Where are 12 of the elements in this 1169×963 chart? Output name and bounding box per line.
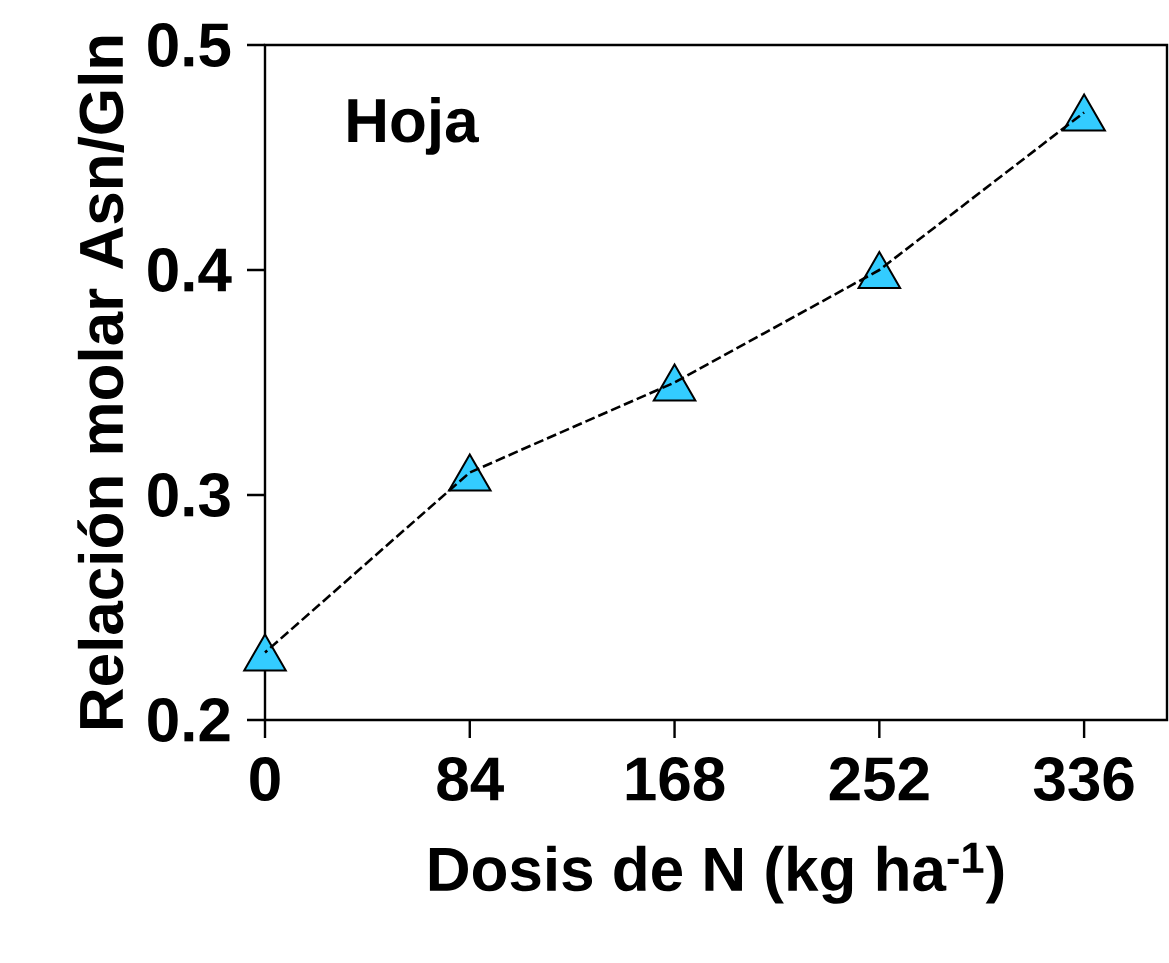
y-tick-label: 0.2: [148, 698, 230, 742]
y-tick-label: 0.4: [148, 248, 232, 292]
annotation: Hoja: [348, 97, 479, 155]
x-tick-label: 84: [437, 757, 504, 801]
x-axis-title: Dosis de N (kg ha$^{-1}$): [429, 842, 1004, 904]
x-tick-label: 168: [626, 757, 725, 801]
x-tick-label: 0: [250, 757, 280, 801]
y-axis-title: Relación molar Asn/Gln: [77, 36, 125, 729]
x-tick-label: 336: [1033, 757, 1134, 802]
x-tick-label: 252: [829, 757, 929, 801]
y-tick-label: 0.3: [148, 473, 230, 517]
y-tick-label: 0.5: [148, 23, 231, 67]
